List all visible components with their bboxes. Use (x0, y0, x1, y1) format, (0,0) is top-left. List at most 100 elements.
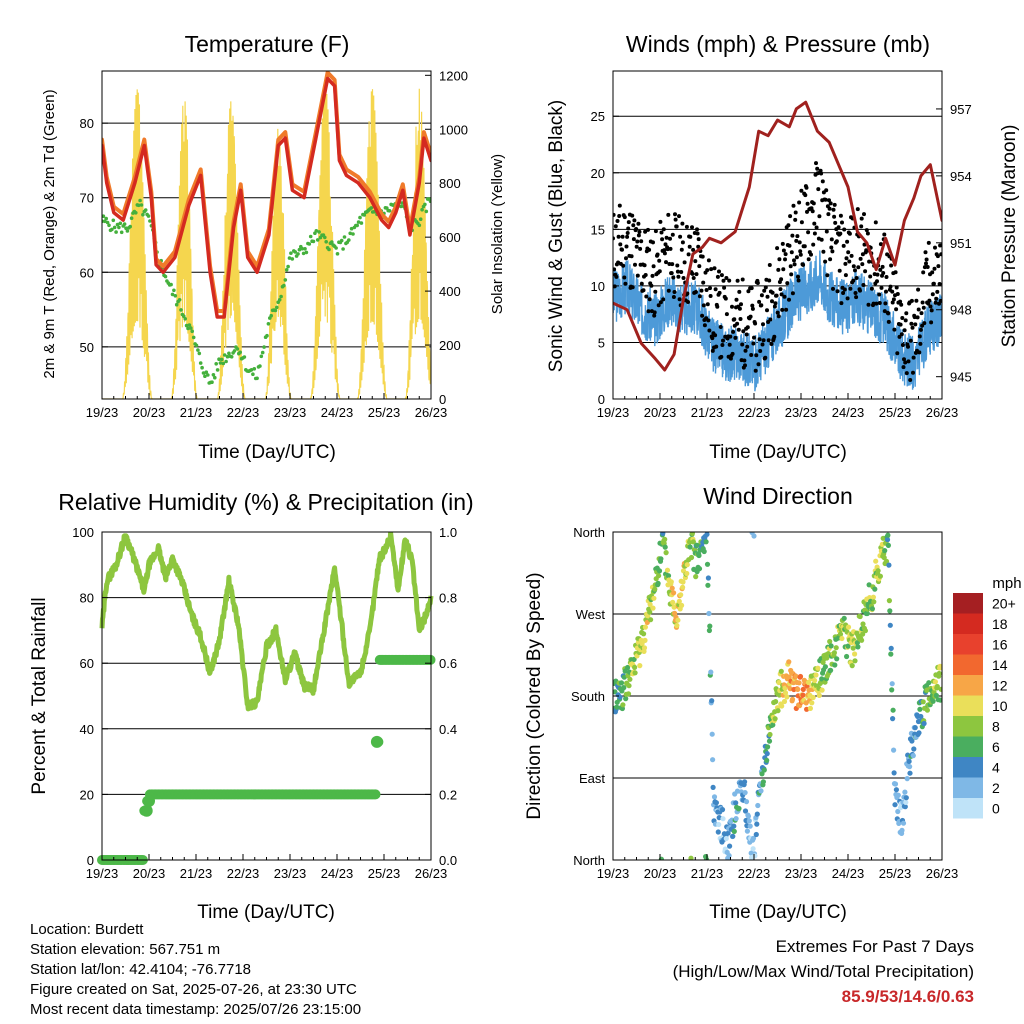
gust-point (875, 279, 879, 284)
direction-point (891, 770, 897, 776)
humidity-ytick-label: 80 (80, 591, 94, 606)
direction-point (773, 699, 779, 705)
gust-point (937, 301, 941, 306)
speed-legend-swatch (953, 798, 983, 819)
direction-point (753, 831, 759, 838)
gust-point (928, 304, 933, 309)
gust-point (766, 338, 771, 343)
gust-point (780, 241, 785, 246)
gust-point (826, 212, 831, 217)
gust-point (843, 273, 848, 278)
direction-point (736, 805, 742, 812)
direction-point (841, 615, 847, 622)
gust-point (643, 229, 648, 234)
direction-point (776, 692, 783, 698)
gust-point (792, 262, 797, 267)
direction-point (828, 643, 834, 649)
direction-point (862, 628, 869, 634)
dewpoint-point (249, 368, 254, 372)
gust-point (926, 301, 931, 306)
gust-point (903, 360, 908, 365)
dewpoint-point (118, 221, 123, 226)
temperature-ylabel: 2m & 9m T (Red, Orange) & 2m Td (Green) (41, 89, 58, 378)
gust-point (717, 269, 721, 274)
dewpoint-point (341, 247, 345, 251)
speed-legend-swatch (953, 593, 983, 614)
gust-point (717, 290, 722, 295)
dewpoint-point (136, 203, 141, 208)
gust-point (933, 245, 937, 250)
gust-point (855, 207, 860, 212)
direction-point (730, 833, 736, 839)
humidity-xlabel: Time (Day/UTC) (197, 902, 335, 923)
winds-xtick-label: 26/23 (926, 405, 959, 420)
dewpoint-point (289, 251, 293, 255)
gust-point (734, 297, 739, 302)
gust-point (681, 276, 686, 280)
gust-point (845, 296, 850, 301)
dewpoint-point (303, 247, 307, 251)
gust-point (668, 236, 672, 241)
direction-point (705, 575, 712, 581)
gust-point (815, 166, 820, 171)
direction-point (893, 787, 900, 793)
precipitation-point (370, 789, 381, 800)
gust-point (743, 363, 747, 368)
direction-point (705, 582, 711, 588)
gust-point (886, 319, 891, 324)
gust-point (659, 230, 664, 235)
gust-point (912, 315, 917, 320)
speed-legend-swatch (953, 716, 983, 737)
direction-point (909, 738, 915, 744)
dewpoint-point (170, 292, 175, 297)
direction-point (625, 664, 631, 671)
gust-point (878, 242, 883, 247)
gust-point (856, 265, 861, 270)
gust-point (626, 220, 631, 225)
solar-ytick-label: 800 (439, 176, 461, 191)
gust-point (735, 278, 740, 283)
direction-point (850, 645, 856, 651)
gust-point (620, 247, 624, 252)
direction-point (637, 663, 643, 669)
direction-point (760, 779, 767, 785)
dewpoint-point (339, 238, 344, 243)
direction-point (887, 608, 893, 614)
gust-point (775, 246, 780, 251)
dewpoint-point (200, 365, 204, 370)
gust-point (783, 257, 787, 262)
gust-point (842, 287, 847, 292)
gust-point (935, 289, 940, 294)
gust-point (676, 274, 681, 279)
gust-point (643, 273, 648, 277)
gust-point (805, 201, 810, 206)
direction-point (796, 680, 802, 686)
gust-point (656, 303, 661, 308)
direction-point (750, 846, 756, 852)
gust-point (919, 311, 924, 316)
winds-xtick-label: 25/23 (879, 405, 912, 420)
dewpoint-point (117, 225, 121, 230)
direction-point (845, 624, 852, 630)
gust-point (842, 227, 847, 232)
direction-point (731, 828, 737, 835)
dewpoint-point (128, 224, 132, 229)
dewpoint-point (163, 274, 168, 279)
speed-legend-swatch (953, 757, 983, 778)
direction-point (776, 679, 782, 686)
direction-point (750, 835, 757, 841)
gust-point (864, 228, 869, 233)
gust-point (873, 220, 878, 225)
humidity-xtick-label: 24/23 (321, 866, 354, 881)
winds-ylabel: Sonic Wind & Gust (Blue, Black) (546, 100, 567, 372)
gust-point (655, 252, 660, 257)
gust-point (695, 227, 699, 232)
gust-point (776, 267, 781, 272)
dewpoint-point (138, 198, 142, 203)
direction-point (632, 670, 638, 676)
gust-point (875, 272, 880, 277)
dewpoint-point (300, 246, 305, 251)
gust-point (823, 259, 828, 264)
gust-point (831, 286, 835, 291)
gust-point (921, 305, 926, 310)
